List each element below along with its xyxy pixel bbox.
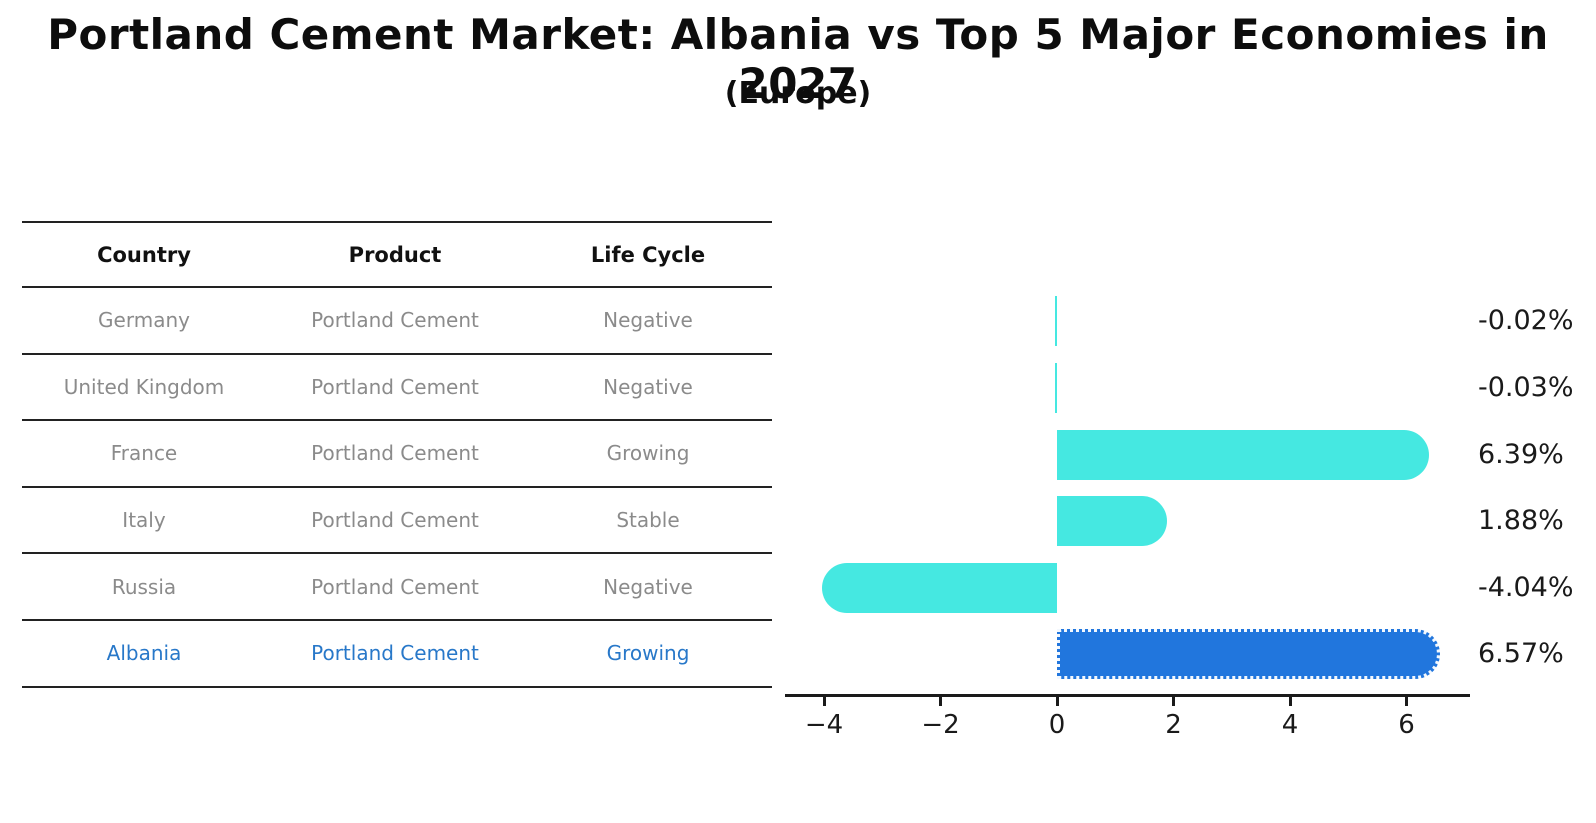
value-label: 6.57%: [1478, 638, 1564, 670]
x-axis-tick-label: −2: [921, 710, 960, 740]
cell-lifecycle: Negative: [603, 308, 693, 333]
chart-subtitle: (Europe): [724, 76, 872, 111]
table-row: Germany Portland Cement Negative: [22, 288, 772, 355]
column-header-product: Product: [348, 242, 442, 267]
x-axis-tick: [1055, 697, 1059, 706]
cell-product: Portland Cement: [311, 308, 479, 333]
table-row: Albania Portland Cement Growing: [22, 621, 772, 688]
x-axis-tick: [1172, 697, 1176, 706]
cell-product: Portland Cement: [311, 641, 479, 666]
bar: [821, 562, 1057, 613]
x-axis-tick: [1288, 697, 1292, 706]
value-label: -4.04%: [1478, 571, 1574, 603]
table-row: France Portland Cement Growing: [22, 421, 772, 488]
bar: [1054, 296, 1058, 347]
chart-title: Portland Cement Market: Albania vs Top 5…: [47, 10, 1549, 108]
bar-highlight: [1057, 629, 1440, 680]
cell-product: Portland Cement: [311, 508, 479, 533]
cell-country: Italy: [122, 508, 166, 533]
x-axis-tick: [1405, 697, 1408, 706]
cell-lifecycle: Negative: [603, 374, 693, 399]
bar: [1057, 429, 1430, 480]
cell-country: Russia: [111, 574, 177, 599]
x-axis-tick: [822, 697, 826, 706]
cell-lifecycle: Growing: [606, 641, 690, 666]
value-label: -0.03%: [1478, 371, 1574, 403]
data-table: Country Product Life Cycle Germany Portla…: [22, 221, 772, 688]
x-axis-tick-label: 6: [1398, 710, 1415, 740]
column-header-country: Country: [97, 242, 191, 267]
table-row: United Kingdom Portland Cement Negative: [22, 355, 772, 422]
cell-lifecycle: Negative: [603, 574, 693, 599]
table-row: Russia Portland Cement Negative: [22, 554, 772, 621]
table-header-row: Country Product Life Cycle: [22, 221, 772, 288]
table-row: Italy Portland Cement Stable: [22, 488, 772, 555]
cell-lifecycle: Stable: [616, 508, 680, 533]
bar: [1054, 362, 1058, 413]
cell-country: Germany: [98, 308, 190, 333]
value-label: 6.39%: [1478, 438, 1564, 470]
cell-country: France: [110, 441, 178, 466]
cell-product: Portland Cement: [311, 574, 479, 599]
x-axis-tick: [939, 697, 943, 706]
cell-country: United Kingdom: [63, 374, 225, 399]
x-axis-tick-label: 4: [1281, 710, 1299, 740]
value-label: -0.02%: [1478, 305, 1574, 337]
column-header-lifecycle: Life Cycle: [590, 242, 706, 267]
table-body: Germany Portland Cement Negative United Kin…: [22, 288, 772, 688]
cell-country: Albania: [106, 641, 182, 666]
cell-lifecycle: Growing: [606, 441, 690, 466]
cell-product: Portland Cement: [311, 374, 479, 399]
value-label: 1.88%: [1478, 505, 1564, 537]
x-axis-line: [785, 694, 1470, 697]
x-axis-tick-label: 0: [1048, 710, 1066, 740]
x-axis-tick-label: 2: [1165, 710, 1182, 740]
bar: [1057, 496, 1167, 547]
cell-product: Portland Cement: [311, 441, 479, 466]
x-axis-tick-label: −4: [804, 710, 844, 740]
